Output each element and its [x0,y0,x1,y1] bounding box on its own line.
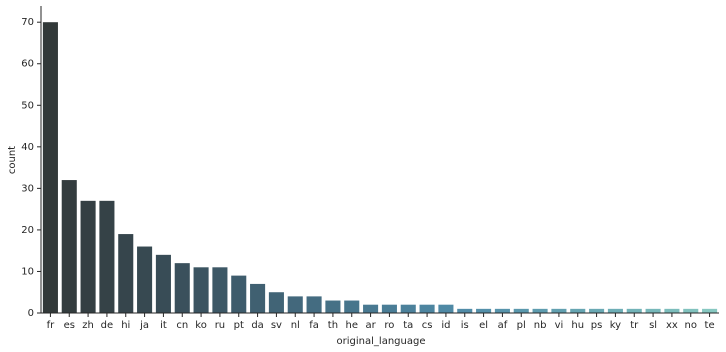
bar [99,200,115,313]
x-tick-label: hu [571,320,584,331]
y-tick-label: 0 [28,308,34,319]
x-tick-label: hi [121,320,130,331]
x-tick-label: de [101,320,114,331]
x-tick-label: ja [139,320,149,331]
x-tick-label: xx [666,320,678,331]
x-tick-label: pt [234,320,244,331]
x-tick-label: te [705,320,715,331]
bar [193,267,209,313]
bar [702,308,718,313]
x-tick-label: vi [555,320,564,331]
bar [212,267,228,313]
x-tick-label: ko [195,320,207,331]
bar [438,304,454,313]
bar [231,275,247,313]
y-tick-label: 60 [21,59,34,70]
x-tick-label: sv [271,320,282,331]
x-tick-label: tr [630,320,639,331]
bar [589,308,605,313]
x-tick-label: fa [309,320,319,331]
bar [174,263,190,313]
x-tick-label: af [498,320,508,331]
bar [513,308,529,313]
bar [287,296,303,313]
bar [381,304,397,313]
x-tick-label: el [479,320,488,331]
x-axis-label: original_language [337,336,426,347]
bar [626,308,642,313]
bar [306,296,322,313]
x-tick-label: no [685,320,697,331]
x-tick-label: is [461,320,469,331]
bar [118,234,134,313]
bar [419,304,435,313]
bar [476,308,492,313]
bar [494,308,510,313]
bar [42,22,58,313]
bar [250,283,266,313]
y-tick-label: 70 [21,17,34,28]
x-tick-label: fr [47,320,56,331]
x-tick-label: th [328,320,338,331]
y-tick-label: 20 [21,225,34,236]
x-tick-label: cs [422,320,433,331]
bar [532,308,548,313]
bar [61,180,77,313]
bar [344,300,360,313]
bar [607,308,623,313]
bar [645,308,661,313]
x-tick-label: ky [610,320,621,331]
y-tick-label: 30 [21,183,34,194]
bar [570,308,586,313]
x-tick-label: ar [365,320,376,331]
x-tick-label: ru [215,320,225,331]
x-tick-label: es [64,320,75,331]
bar [80,200,96,313]
x-tick-label: nb [534,320,547,331]
x-tick-label: ps [591,320,603,331]
x-tick-label: it [160,320,167,331]
y-tick-label: 40 [21,142,34,153]
bar [155,254,171,313]
x-tick-label: zh [82,320,94,331]
x-tick-label: ro [384,320,394,331]
x-tick-label: sl [649,320,657,331]
bar [268,292,284,313]
bar [137,246,153,313]
y-axis-label: count [7,146,18,174]
x-tick-label: cn [176,320,188,331]
x-tick-label: nl [291,320,300,331]
x-tick-label: ta [403,320,413,331]
bar [363,304,379,313]
x-tick-label: id [441,320,450,331]
bar [551,308,567,313]
x-tick-label: da [251,320,263,331]
bar [457,308,473,313]
bar [683,308,699,313]
bar [325,300,341,313]
bar [400,304,416,313]
y-tick-label: 50 [21,100,34,111]
y-tick-label: 10 [21,266,34,277]
x-tick-label: he [346,320,359,331]
x-tick-label: pl [517,320,526,331]
bar [664,308,680,313]
